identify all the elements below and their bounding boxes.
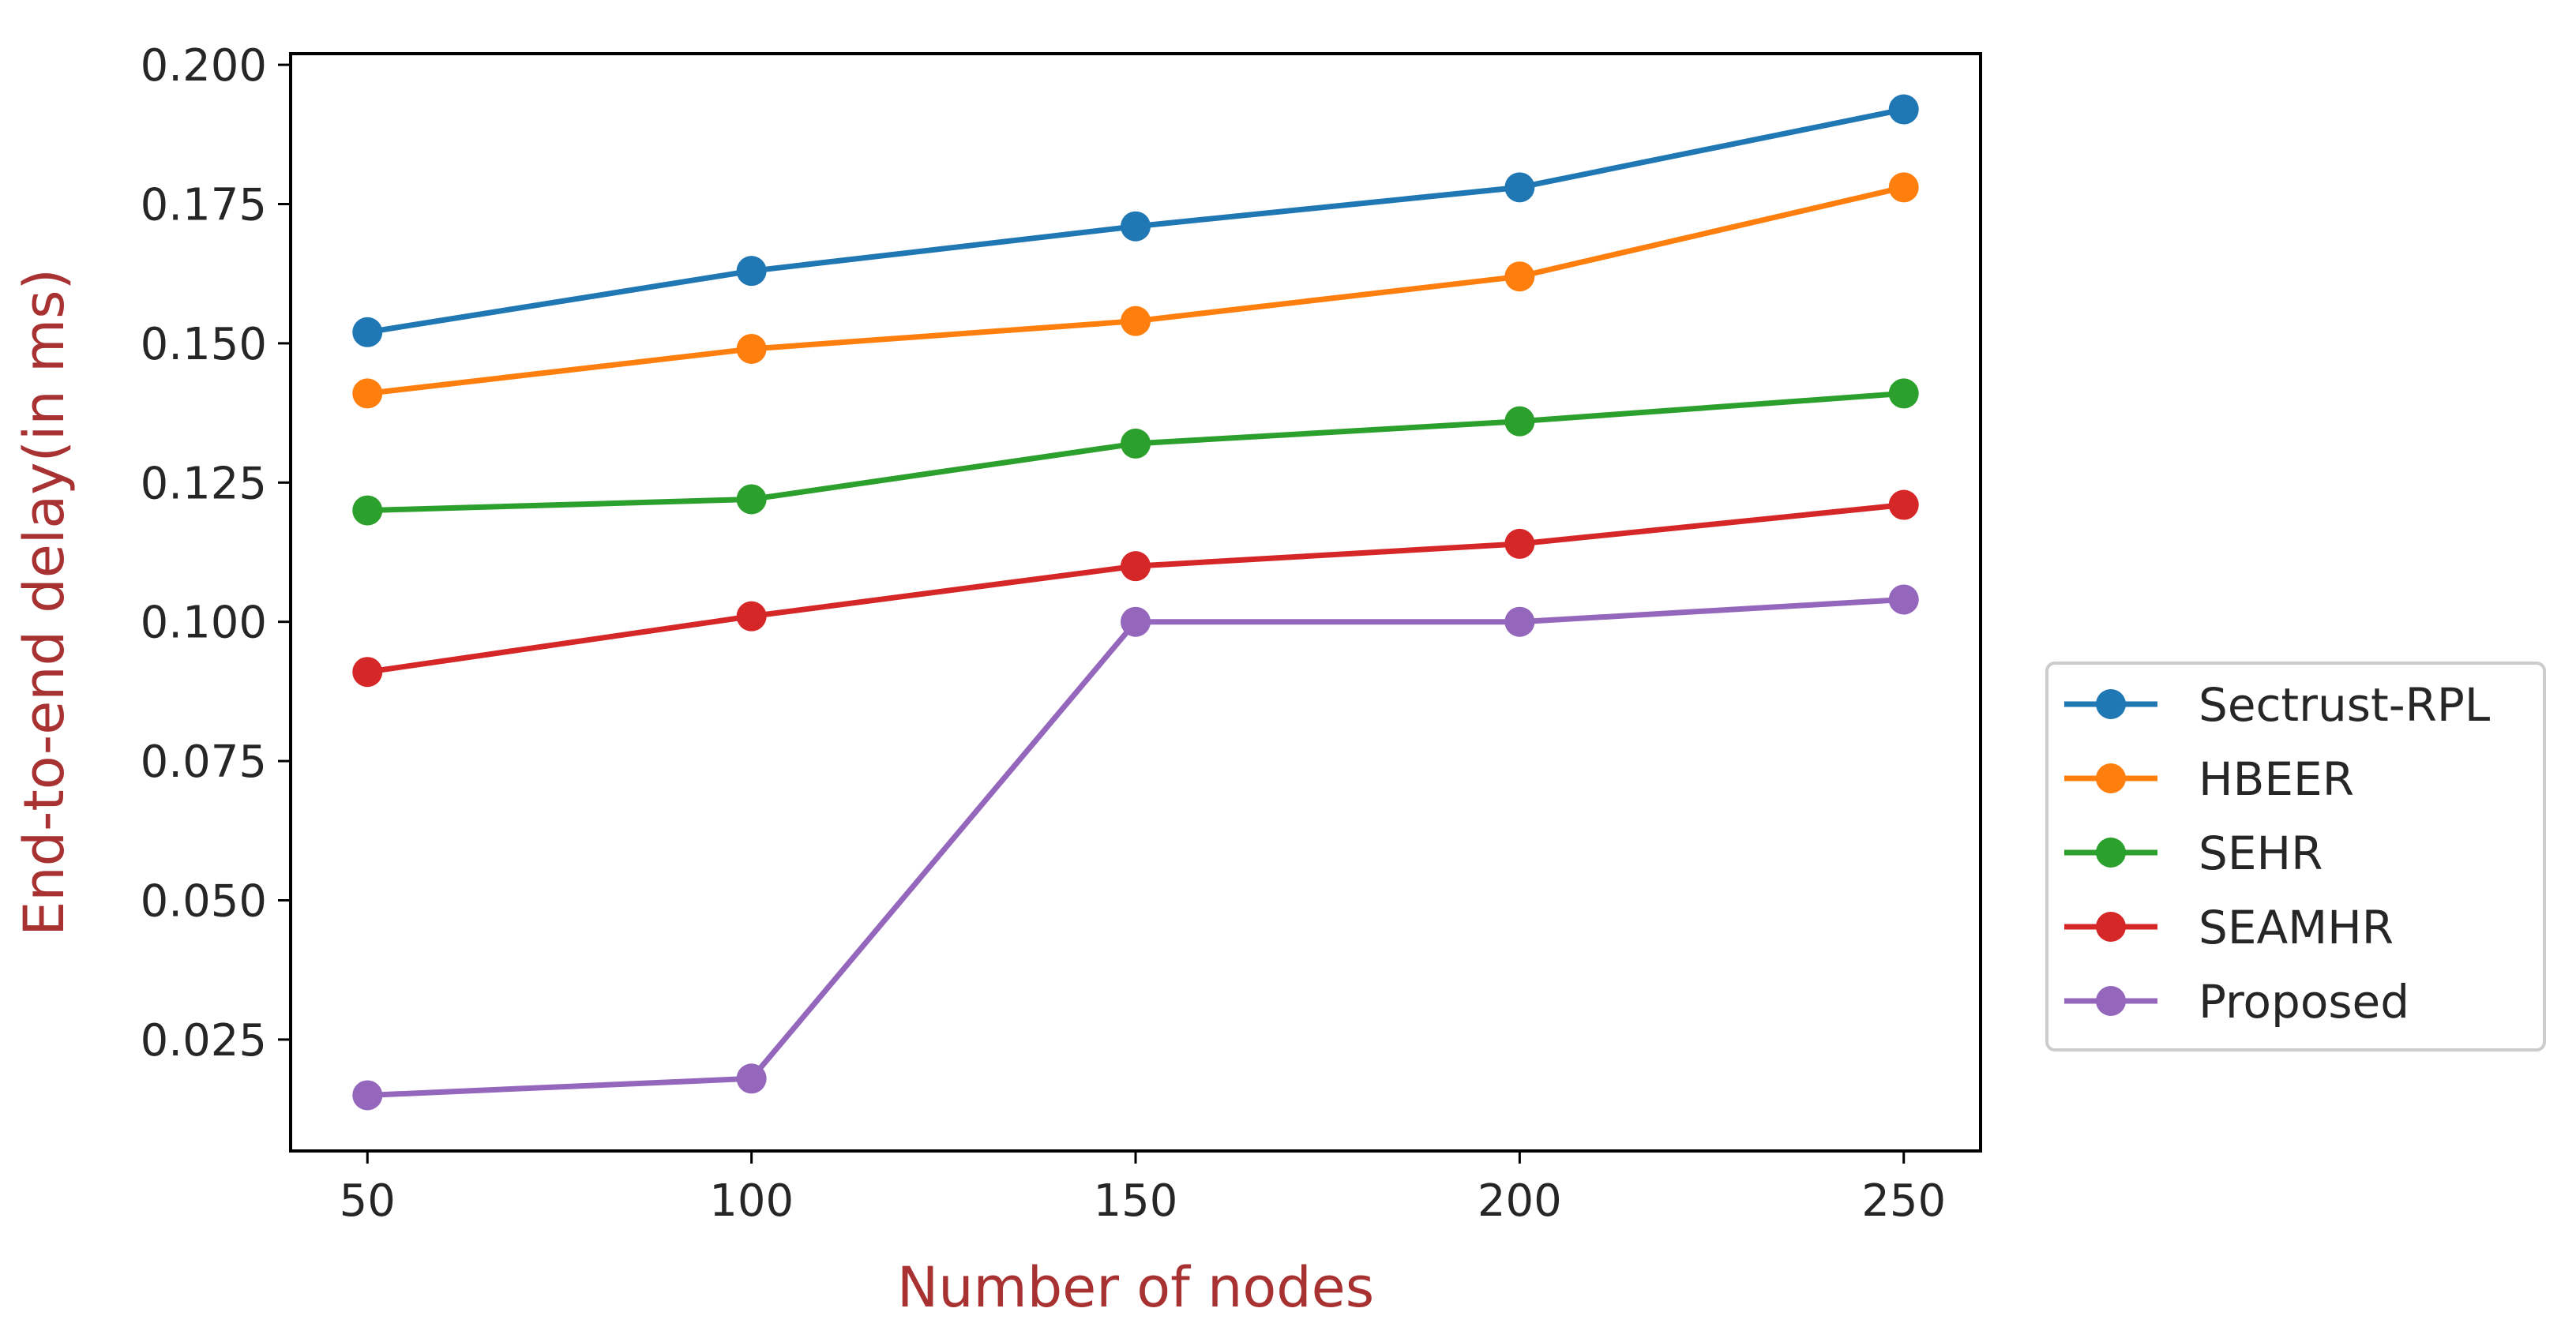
series-sectrust-rpl [352, 94, 1919, 347]
data-point [736, 256, 767, 287]
data-point [1121, 211, 1151, 242]
data-point [352, 1080, 383, 1111]
data-point [1121, 551, 1151, 582]
x-tick-label: 200 [1478, 1175, 1562, 1227]
series-seamhr [352, 489, 1919, 688]
y-tick-label: 0.125 [141, 458, 267, 509]
legend-box [2045, 662, 2546, 1051]
x-tick-label: 100 [709, 1175, 794, 1227]
x-tick-label: 50 [340, 1175, 396, 1227]
y-tick-label: 0.175 [141, 180, 267, 231]
legend-item: SEAMHR [2064, 901, 2394, 954]
data-point [1504, 261, 1535, 292]
y-tick-label: 0.100 [141, 598, 267, 649]
y-tick-label: 0.075 [141, 737, 267, 788]
x-tick-label: 150 [1094, 1175, 1178, 1227]
legend-item: Sectrust-RPL [2064, 678, 2490, 732]
data-point [1888, 584, 1919, 615]
x-axis-title: Number of nodes [897, 1255, 1374, 1320]
legend-item: HBEER [2064, 752, 2354, 806]
data-point [736, 333, 767, 364]
legend: Sectrust-RPL HBEER SEHR SEAMHR Proposed [2045, 662, 2546, 1051]
legend-label: SEAMHR [2199, 901, 2394, 954]
legend-item: Proposed [2064, 975, 2409, 1029]
legend-marker [2096, 986, 2126, 1016]
data-point [736, 1063, 767, 1094]
y-tick-label: 0.025 [141, 1015, 267, 1066]
series-line [367, 596, 1904, 1098]
y-tick-label: 0.200 [141, 40, 267, 92]
series-proposed [352, 584, 1919, 1111]
data-point [352, 657, 383, 688]
series-line [366, 502, 1905, 675]
data-point [736, 601, 767, 632]
legend-label: Proposed [2199, 975, 2409, 1029]
data-point [1888, 94, 1919, 125]
data-point [352, 495, 383, 526]
data-point [1504, 172, 1535, 203]
legend-label: Sectrust-RPL [2199, 678, 2490, 732]
data-point [1888, 378, 1919, 409]
x-axis-ticks: 50 100 150 200 250 [340, 1151, 1946, 1227]
data-point [352, 317, 383, 347]
y-axis-title: End-to-end delay(in ms) [12, 268, 77, 936]
data-point [1504, 528, 1535, 559]
legend-marker [2096, 689, 2126, 719]
legend-marker [2096, 912, 2126, 942]
data-point [1121, 306, 1151, 336]
data-point [1121, 606, 1151, 637]
series-sehr [352, 378, 1919, 526]
legend-marker [2096, 763, 2126, 793]
y-tick-label: 0.150 [141, 319, 267, 370]
x-tick-label: 250 [1861, 1175, 1946, 1227]
series-hbeer [352, 172, 1919, 409]
y-tick-label: 0.050 [141, 875, 267, 927]
data-point [1504, 406, 1535, 437]
legend-label: SEHR [2199, 827, 2323, 880]
legend-label: HBEER [2199, 752, 2354, 806]
series-layer [352, 94, 1919, 1111]
data-point [1888, 172, 1919, 203]
legend-item: SEHR [2064, 827, 2323, 880]
data-point [1888, 489, 1919, 520]
data-point [352, 378, 383, 409]
data-point [1121, 428, 1151, 459]
y-axis-ticks: 0.025 0.050 0.075 0.100 0.125 0.150 0.175 0.200 [141, 40, 291, 1066]
data-point [1504, 606, 1535, 637]
data-point [736, 484, 767, 515]
legend-marker [2096, 838, 2126, 868]
